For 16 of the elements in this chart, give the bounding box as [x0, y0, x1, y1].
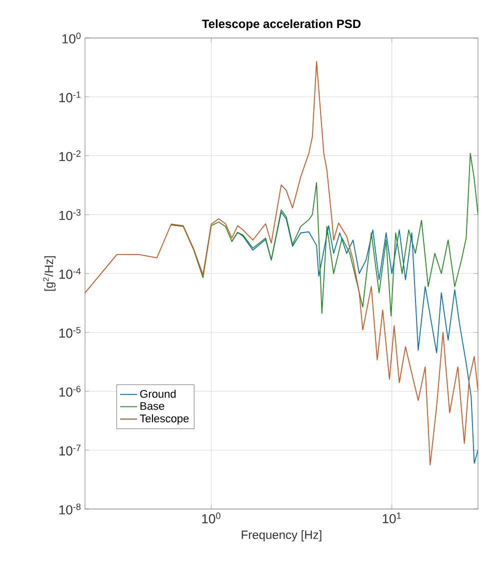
y-tick-label: 10$^{-8}$	[59, 504, 81, 514]
legend-label: Base	[140, 402, 164, 410]
y-tick-label: 10$^{-1}$	[59, 92, 81, 102]
legend-label: Telescope	[140, 414, 189, 425]
x-tick-label: 10$^{1}$	[382, 512, 401, 524]
y-axis-title: [g$^{2}$/Hz]	[43, 256, 56, 291]
y-tick-label: 10$^{-2}$	[59, 150, 80, 162]
chart-title: Telescope acceleration PSD	[202, 19, 361, 30]
y-tick-label: 10$^{0}$	[62, 32, 81, 44]
y-tick-label: 10$^{-5}$	[59, 327, 81, 338]
x-axis-title: Frequency [Hz]	[242, 530, 322, 542]
y-tick-label: 10$^{-6}$	[59, 386, 81, 397]
y-tick-label: 10$^{-4}$	[59, 268, 81, 279]
legend-label: Ground	[140, 390, 176, 398]
y-tick-label: 10$^{-3}$	[59, 209, 81, 220]
y-tick-label: 10$^{-7}$	[59, 444, 80, 456]
